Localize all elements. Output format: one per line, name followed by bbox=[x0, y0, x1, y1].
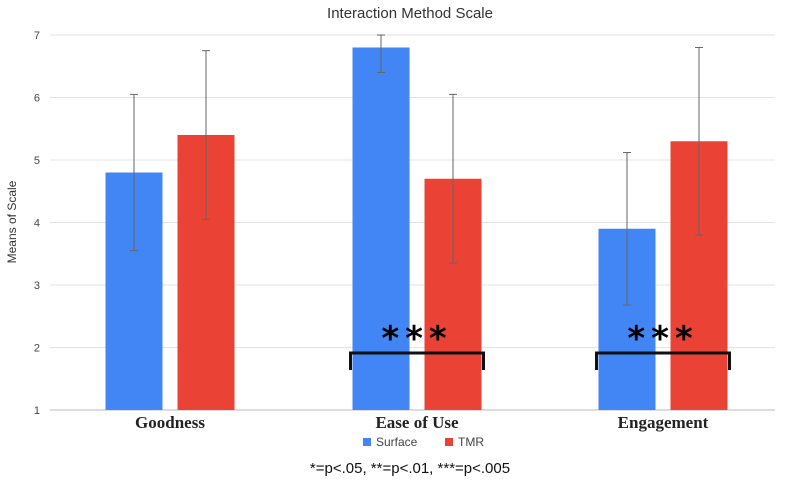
y-axis-label: Means of Scale bbox=[5, 180, 19, 263]
footnote: *=p<.05, **=p<.01, ***=p<.005 bbox=[310, 460, 510, 477]
category-label: Ease of Use bbox=[375, 413, 459, 432]
y-tick-label: 5 bbox=[34, 155, 40, 167]
significance-stars: *** bbox=[381, 319, 452, 359]
y-tick-label: 1 bbox=[34, 405, 40, 417]
y-axis-ticks: 1 2 3 4 5 6 7 bbox=[34, 30, 40, 417]
y-tick-label: 7 bbox=[34, 30, 40, 42]
significance-stars: *** bbox=[627, 319, 698, 359]
y-tick-label: 6 bbox=[34, 93, 40, 105]
y-tick-label: 4 bbox=[34, 218, 40, 230]
legend-label-tmr: TMR bbox=[458, 435, 484, 449]
legend-swatch-surface bbox=[363, 438, 371, 446]
bar-surface bbox=[352, 47, 410, 410]
y-tick-label: 3 bbox=[34, 280, 40, 292]
error-bars bbox=[130, 34, 703, 306]
significance-bracket bbox=[595, 351, 731, 370]
y-tick-label: 2 bbox=[34, 343, 40, 355]
chart-title: Interaction Method Scale bbox=[327, 5, 493, 22]
legend: Surface TMR bbox=[363, 435, 484, 449]
gridlines bbox=[50, 34, 775, 411]
significance-bracket bbox=[349, 351, 485, 370]
legend-swatch-tmr bbox=[445, 438, 453, 446]
significance-annotations: *** *** bbox=[349, 319, 731, 370]
category-label: Goodness bbox=[135, 413, 205, 432]
legend-label-surface: Surface bbox=[376, 435, 418, 449]
x-axis-categories: Goodness Ease of Use Engagement bbox=[135, 413, 709, 432]
category-label: Engagement bbox=[618, 413, 709, 432]
